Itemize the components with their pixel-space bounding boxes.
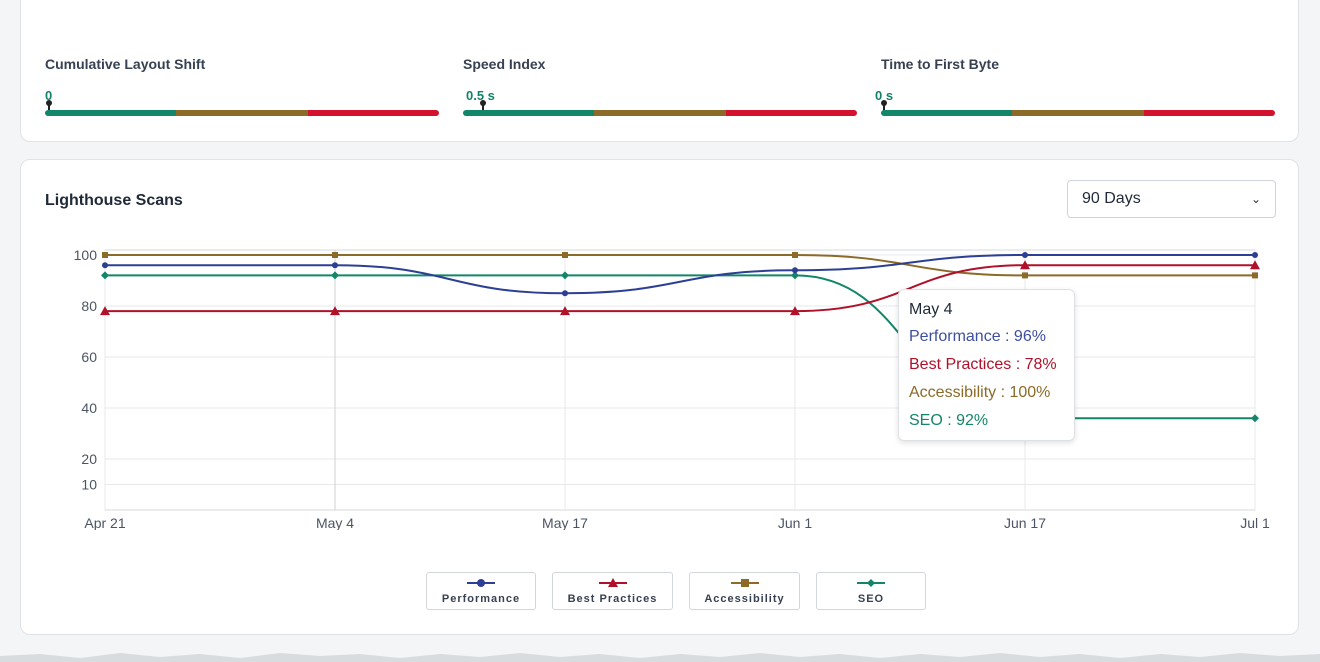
metric-value: 0.5 s <box>466 88 495 103</box>
data-point-accessibility <box>102 252 108 258</box>
legend-best-practices[interactable]: Best Practices <box>552 572 673 610</box>
y-tick-label: 80 <box>81 298 97 314</box>
lighthouse-scans-card: Lighthouse Scans 90 Days ⌄ 10 20 40 60 80 100… <box>20 159 1299 635</box>
x-tick-label: Apr 21 <box>84 515 125 530</box>
data-point-seo <box>1251 414 1259 423</box>
series-line-performance <box>104 254 1255 295</box>
metric-marker <box>46 100 52 112</box>
metric-value: 0 <box>45 88 53 103</box>
tooltip-best-practices: Best Practices : 78% <box>909 356 1057 373</box>
metric-value: 0 s <box>875 88 894 103</box>
data-point-accessibility <box>1022 272 1028 279</box>
data-point-seo <box>101 271 109 280</box>
data-point-seo <box>791 271 799 280</box>
metric-title: Speed Index <box>463 56 546 72</box>
x-tick-label: Jul 1 <box>1240 515 1270 530</box>
data-point-performance <box>1022 252 1028 258</box>
tooltip-accessibility: Accessibility : 100% <box>909 384 1051 401</box>
legend-label: SEO <box>857 593 885 605</box>
y-tick-label: 100 <box>74 247 98 263</box>
score-bar <box>45 110 439 116</box>
score-bar <box>881 110 1275 116</box>
y-tick-label: 60 <box>81 349 97 365</box>
date-range-value: 90 Days <box>1082 190 1141 207</box>
legend-seo[interactable]: SEO <box>816 572 926 610</box>
x-tick-label: May 4 <box>316 515 354 530</box>
x-tick-label: Jun 17 <box>1004 515 1046 530</box>
metric-marker <box>480 100 486 112</box>
metric-title: Time to First Byte <box>881 56 999 72</box>
series-line-seo <box>105 274 1255 420</box>
chart-tooltip: May 4 Performance : 96% Best Practices :… <box>898 289 1075 441</box>
triangle-marker-icon <box>598 578 627 587</box>
metric-title: Cumulative Layout Shift <box>45 56 206 72</box>
tooltip-performance: Performance : 96% <box>909 328 1046 345</box>
tooltip-seo: SEO : 92% <box>909 412 989 429</box>
web-vitals-card: Cumulative Layout Shift 0 Speed Index 0.… <box>20 0 1299 142</box>
data-point-accessibility <box>1252 272 1258 279</box>
legend-performance[interactable]: Performance <box>426 572 536 610</box>
data-point-performance <box>102 262 108 269</box>
date-range-select[interactable]: 90 Days ⌄ <box>1067 180 1276 218</box>
legend-label: Performance <box>441 593 521 605</box>
torn-edge <box>0 653 1320 662</box>
y-tick-label: 20 <box>81 451 97 467</box>
plot-area <box>104 249 1256 511</box>
data-point-accessibility <box>792 252 798 258</box>
chevron-down-icon: ⌄ <box>1250 192 1261 206</box>
data-point-performance <box>562 290 568 297</box>
x-tick-label: Jun 1 <box>778 515 812 530</box>
diamond-marker-icon <box>857 579 885 587</box>
data-point-performance <box>332 262 338 269</box>
y-tick-label: 10 <box>81 477 97 493</box>
y-tick-label: 40 <box>81 400 97 416</box>
data-point-accessibility <box>332 252 338 258</box>
data-point-accessibility <box>562 252 568 258</box>
metric-marker <box>881 100 887 112</box>
data-point-best-practices <box>1250 260 1260 270</box>
data-point-best-practices <box>1020 260 1030 270</box>
data-point-best-practices <box>560 306 570 316</box>
series-line-accessibility <box>105 254 1255 277</box>
x-tick-label: May 17 <box>542 515 588 530</box>
card-title: Lighthouse Scans <box>45 192 183 209</box>
legend-label: Best Practices <box>567 593 658 605</box>
lighthouse-chart: 10 20 40 60 80 100 Apr 21 May 4 May 17 Jun 1 Jun 1… <box>74 247 1270 530</box>
tooltip-date: May 4 <box>909 301 953 318</box>
data-point-seo <box>561 271 569 280</box>
data-point-best-practices <box>330 306 340 316</box>
data-point-best-practices <box>790 306 800 316</box>
data-point-best-practices <box>100 306 110 316</box>
circle-marker-icon <box>467 579 495 587</box>
data-point-performance <box>792 267 798 274</box>
square-marker-icon <box>730 579 759 587</box>
legend-label: Accessibility <box>704 593 785 605</box>
data-point-performance <box>1252 252 1258 258</box>
data-point-seo <box>331 271 339 280</box>
series-line-best-practices <box>105 264 1255 313</box>
score-bar <box>463 110 857 116</box>
legend-accessibility[interactable]: Accessibility <box>689 572 800 610</box>
